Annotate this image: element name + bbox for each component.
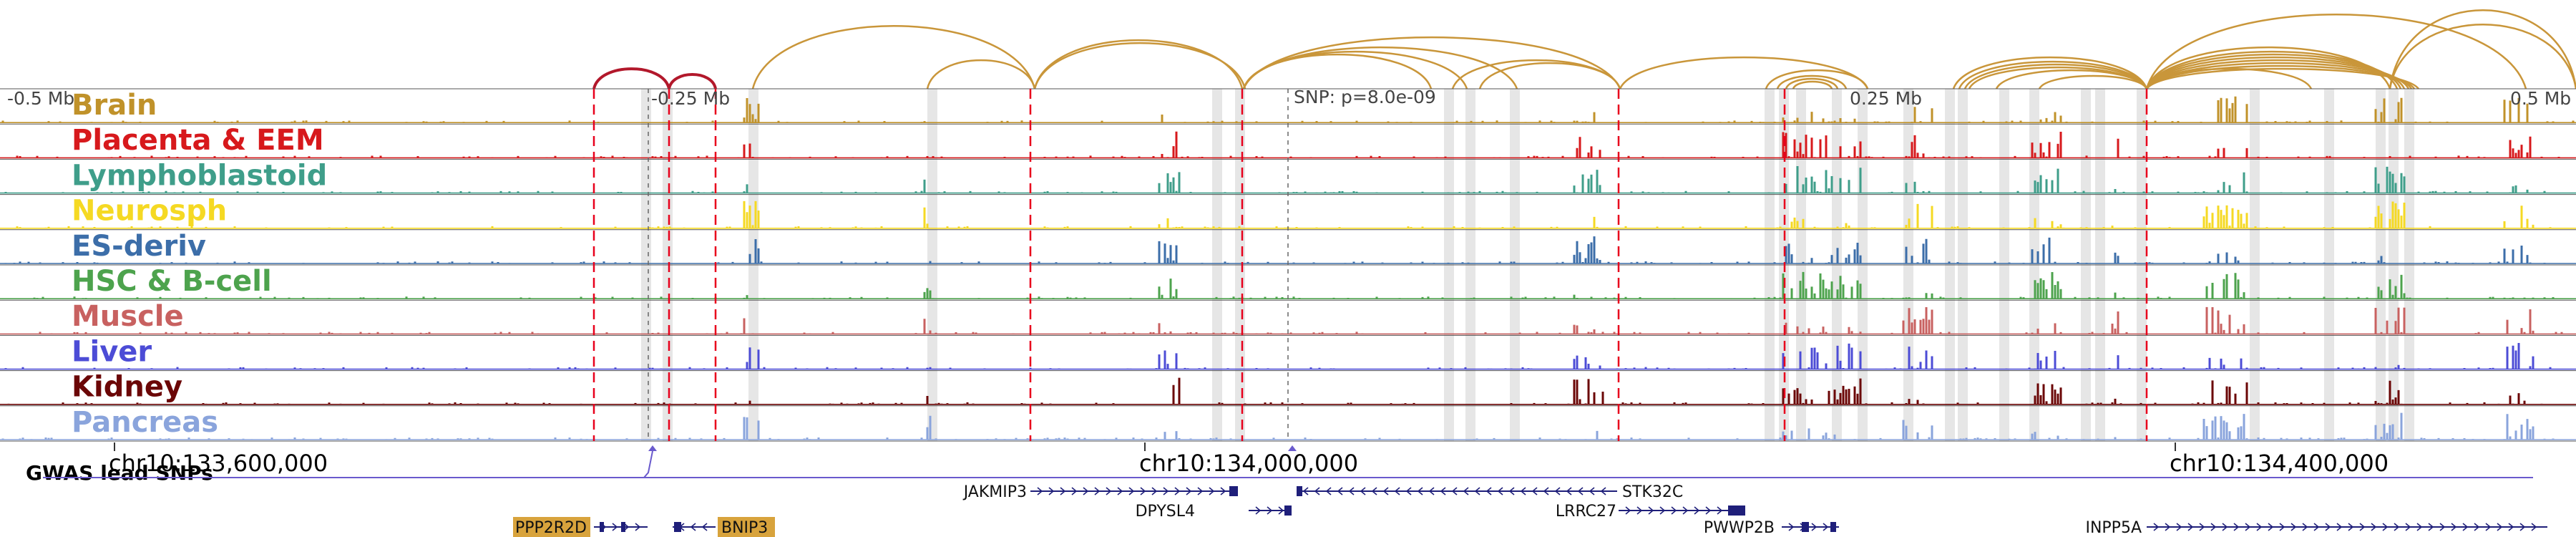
track-label: HSC & B-cell bbox=[72, 265, 272, 298]
strand-arrows bbox=[1625, 506, 1735, 515]
coord-label-134400000: chr10:134,400,000 bbox=[2170, 450, 2389, 477]
chromatin-loop-arc bbox=[2389, 9, 2576, 90]
gene-exon bbox=[600, 522, 604, 532]
chromatin-loop-arc bbox=[751, 25, 1036, 90]
signal-peaks bbox=[39, 306, 2563, 334]
chromatin-loop-arc bbox=[592, 67, 670, 90]
signal-peaks bbox=[4, 236, 2546, 263]
signal-peaks bbox=[1, 96, 2575, 123]
gene-highlight-box bbox=[718, 517, 775, 537]
strand-arrows bbox=[600, 523, 641, 531]
gene-name: JAKMIP3 bbox=[962, 483, 1027, 501]
gene-exon bbox=[1229, 486, 1238, 496]
gene-name: BNIP3 bbox=[721, 519, 768, 537]
chromatin-loop-arc bbox=[1792, 80, 1833, 90]
gene-annotation-panel: chr10:133,600,000 chr10:134,000,000 chr1… bbox=[26, 442, 2547, 537]
signal-peaks bbox=[1, 412, 2555, 440]
gene-name: DPYSL4 bbox=[1136, 503, 1195, 521]
track-label: ES-deriv bbox=[72, 230, 206, 263]
chromatin-loop-arc bbox=[1478, 62, 1621, 90]
chromatin-loop-arc bbox=[1776, 74, 1848, 90]
gene-exon bbox=[1728, 505, 1745, 516]
gene-exon bbox=[621, 522, 625, 532]
tick-label-minus-0.5mb: -0.5 Mb bbox=[7, 88, 74, 109]
chromatin-loop-arc bbox=[1995, 69, 2148, 90]
chromatin-loop-arc bbox=[1033, 42, 1246, 90]
chromatin-loop-arc bbox=[926, 59, 1036, 90]
gene-highlight-box bbox=[513, 517, 590, 537]
track-label: Neurosph bbox=[72, 195, 227, 228]
gwas-snp-marker bbox=[648, 445, 657, 451]
coord-label-134000000: chr10:134,000,000 bbox=[1139, 450, 1358, 477]
signal-peaks bbox=[1, 271, 2555, 299]
strand-arrows bbox=[1302, 487, 1606, 495]
track-label: Liver bbox=[72, 335, 152, 368]
gene-name: PWWP2B bbox=[1704, 519, 1775, 537]
chromatin-loop-arc bbox=[2038, 74, 2148, 90]
chromatin-loop-arc bbox=[1952, 56, 2148, 90]
gene-exon bbox=[1830, 522, 1836, 532]
chromatin-loop-arc bbox=[1242, 54, 1433, 90]
coord-label-133600000: chr10:133,600,000 bbox=[109, 450, 328, 477]
strand-arrows bbox=[1255, 506, 1284, 515]
signal-peaks bbox=[7, 377, 2543, 405]
snp-markers bbox=[592, 89, 2148, 441]
gene-name: INPP5A bbox=[2085, 519, 2142, 537]
chromatin-loop-arc bbox=[1033, 39, 1244, 90]
gene-name: PPP2R2D bbox=[515, 519, 587, 537]
chromatin-loops bbox=[592, 9, 2576, 90]
strand-arrows bbox=[1037, 487, 1238, 495]
signal-peaks bbox=[4, 343, 2552, 369]
gwas-lead-snps-label: GWAS lead SNPs bbox=[26, 461, 213, 485]
chromatin-loop-arc bbox=[668, 73, 717, 90]
gwas-snp-connector bbox=[643, 450, 653, 478]
chromatin-loop-arc bbox=[1765, 69, 1869, 90]
position-axis: -0.5 Mb -0.25 Mb 0.25 Mb 0.5 Mb SNP: p=8… bbox=[7, 87, 2571, 109]
tick-label-0.5mb: 0.5 Mb bbox=[2510, 88, 2571, 109]
gene-name: LRRC27 bbox=[1556, 503, 1616, 521]
signal-peaks bbox=[4, 166, 2557, 193]
tick-label-0.25mb: 0.25 Mb bbox=[1850, 88, 1922, 109]
snp-p-value-label: SNP: p=8.0e-09 bbox=[1294, 87, 1436, 107]
track-label: Brain bbox=[72, 89, 157, 122]
gwas-snp-marker bbox=[1288, 445, 1297, 451]
chromatin-loop-arc bbox=[2145, 67, 2313, 90]
chromatin-loop-arc bbox=[2146, 67, 2419, 90]
track-label: Lymphoblastoid bbox=[72, 159, 327, 192]
chromatin-loop-arc bbox=[2145, 14, 2527, 90]
signal-peaks bbox=[16, 131, 2560, 158]
gene-exon bbox=[1297, 486, 1302, 496]
track-label: Pancreas bbox=[72, 406, 218, 439]
chromatin-loop-arc bbox=[1242, 47, 1518, 90]
track-label: Kidney bbox=[72, 371, 182, 404]
gene-exon bbox=[1802, 522, 1809, 532]
chromatin-loop-arc bbox=[1785, 77, 1839, 90]
track-label: Placenta & EEM bbox=[72, 124, 324, 157]
strand-arrows bbox=[2153, 523, 2537, 531]
gene-exon bbox=[1284, 505, 1292, 516]
signal-peaks bbox=[16, 200, 2552, 228]
chromatin-loop-arc bbox=[2389, 23, 2576, 90]
tick-label-minus-0.25mb: -0.25 Mb bbox=[651, 88, 730, 109]
gene-name: STK32C bbox=[1622, 483, 1683, 501]
chromatin-loop-arc bbox=[1242, 50, 1468, 90]
track-label: Muscle bbox=[72, 300, 184, 333]
chromatin-loop-arc bbox=[1619, 56, 1869, 90]
gene-exon bbox=[674, 522, 681, 532]
